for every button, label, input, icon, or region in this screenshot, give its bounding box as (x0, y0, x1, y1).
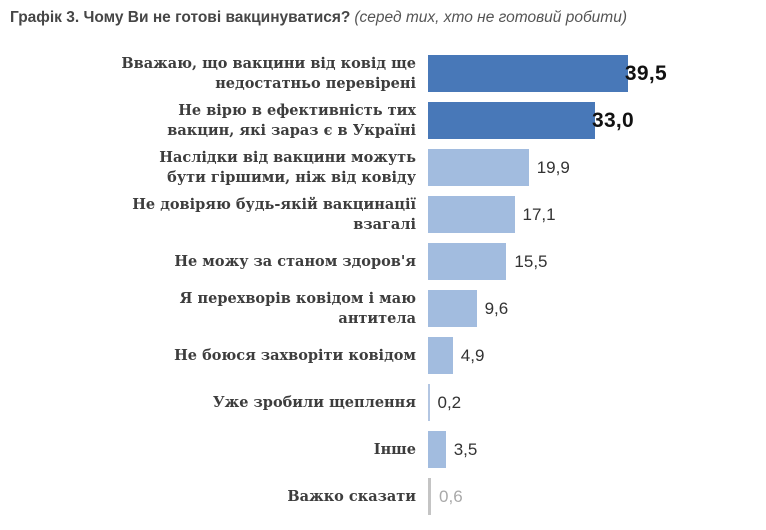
chart-title-main: Графік 3. Чому Ви не готові вакцинуватис… (10, 9, 351, 26)
category-label: Наслідки від вакцини можуть бути гіршими… (159, 148, 416, 186)
category-label: Уже зробили щеплення (212, 393, 416, 411)
bar-area: 9,6 (428, 285, 766, 332)
value-label: 9,6 (484, 298, 509, 318)
category-label: Важко сказати (287, 487, 416, 505)
bar-row: Вважаю, що вакцини від ковід ще недостат… (0, 50, 766, 97)
bar (428, 196, 515, 233)
bar-area: 4,9 (428, 332, 766, 379)
value-label: 4,9 (460, 345, 485, 365)
bar (428, 243, 507, 280)
bar-row: Не боюся захворіти ковідом 4,9 (0, 332, 766, 379)
bar-area: 3,5 (428, 426, 766, 473)
category-label: Не боюся захворіти ковідом (174, 346, 416, 364)
bar-chart: Вважаю, що вакцини від ковід ще недостат… (0, 50, 766, 520)
bar (428, 384, 430, 421)
bar-row: Я перехворів ковідом і маю антитела 9,6 (0, 285, 766, 332)
value-label: 19,9 (536, 157, 570, 177)
bar-row: Не можу за станом здоров'я 15,5 (0, 238, 766, 285)
bar (428, 290, 477, 327)
bar-area: 33,0 (428, 97, 766, 144)
bar-area: 17,1 (428, 191, 766, 238)
category-label: Не вірю в ефективність тих вакцин, які з… (167, 101, 416, 139)
value-label: 15,5 (514, 251, 548, 271)
value-label: 39,5 (624, 61, 667, 85)
bar-row: Наслідки від вакцини можуть бути гіршими… (0, 144, 766, 191)
category-label: Не можу за станом здоров'я (174, 252, 416, 270)
category-label: Вважаю, що вакцини від ковід ще недостат… (121, 54, 416, 92)
category-label: Я перехворів ковідом і маю антитела (179, 289, 416, 327)
bar-area: 15,5 (428, 238, 766, 285)
bar-area: 19,9 (428, 144, 766, 191)
value-label: 3,5 (453, 439, 478, 459)
chart-title-subtitle: (серед тих, хто не готовий робити) (354, 9, 627, 26)
bar (428, 149, 529, 186)
bar-row: Не довіряю будь-якій вакцинації взагалі … (0, 191, 766, 238)
bar-row: Важко сказати 0,6 (0, 473, 766, 520)
value-label: 0,2 (437, 392, 462, 412)
bar-row: Інше 3,5 (0, 426, 766, 473)
value-label: 0,6 (439, 486, 463, 506)
bar-area: 39,5 (428, 50, 766, 97)
value-label: 33,0 (591, 108, 635, 132)
bar-area: 0,6 (428, 473, 766, 520)
bar (428, 55, 628, 92)
category-label: Інше (373, 440, 416, 458)
category-label: Не довіряю будь-якій вакцинації взагалі (132, 195, 416, 233)
bar-row: Не вірю в ефективність тих вакцин, які з… (0, 97, 766, 144)
bar-area: 0,2 (428, 379, 766, 426)
value-label: 17,1 (522, 204, 556, 224)
bar-row: Уже зробили щеплення 0,2 (0, 379, 766, 426)
bar (428, 337, 453, 374)
bar (428, 431, 446, 468)
bar (428, 102, 595, 139)
bar (428, 478, 432, 515)
chart-title: Графік 3. Чому Ви не готові вакцинуватис… (10, 7, 760, 29)
